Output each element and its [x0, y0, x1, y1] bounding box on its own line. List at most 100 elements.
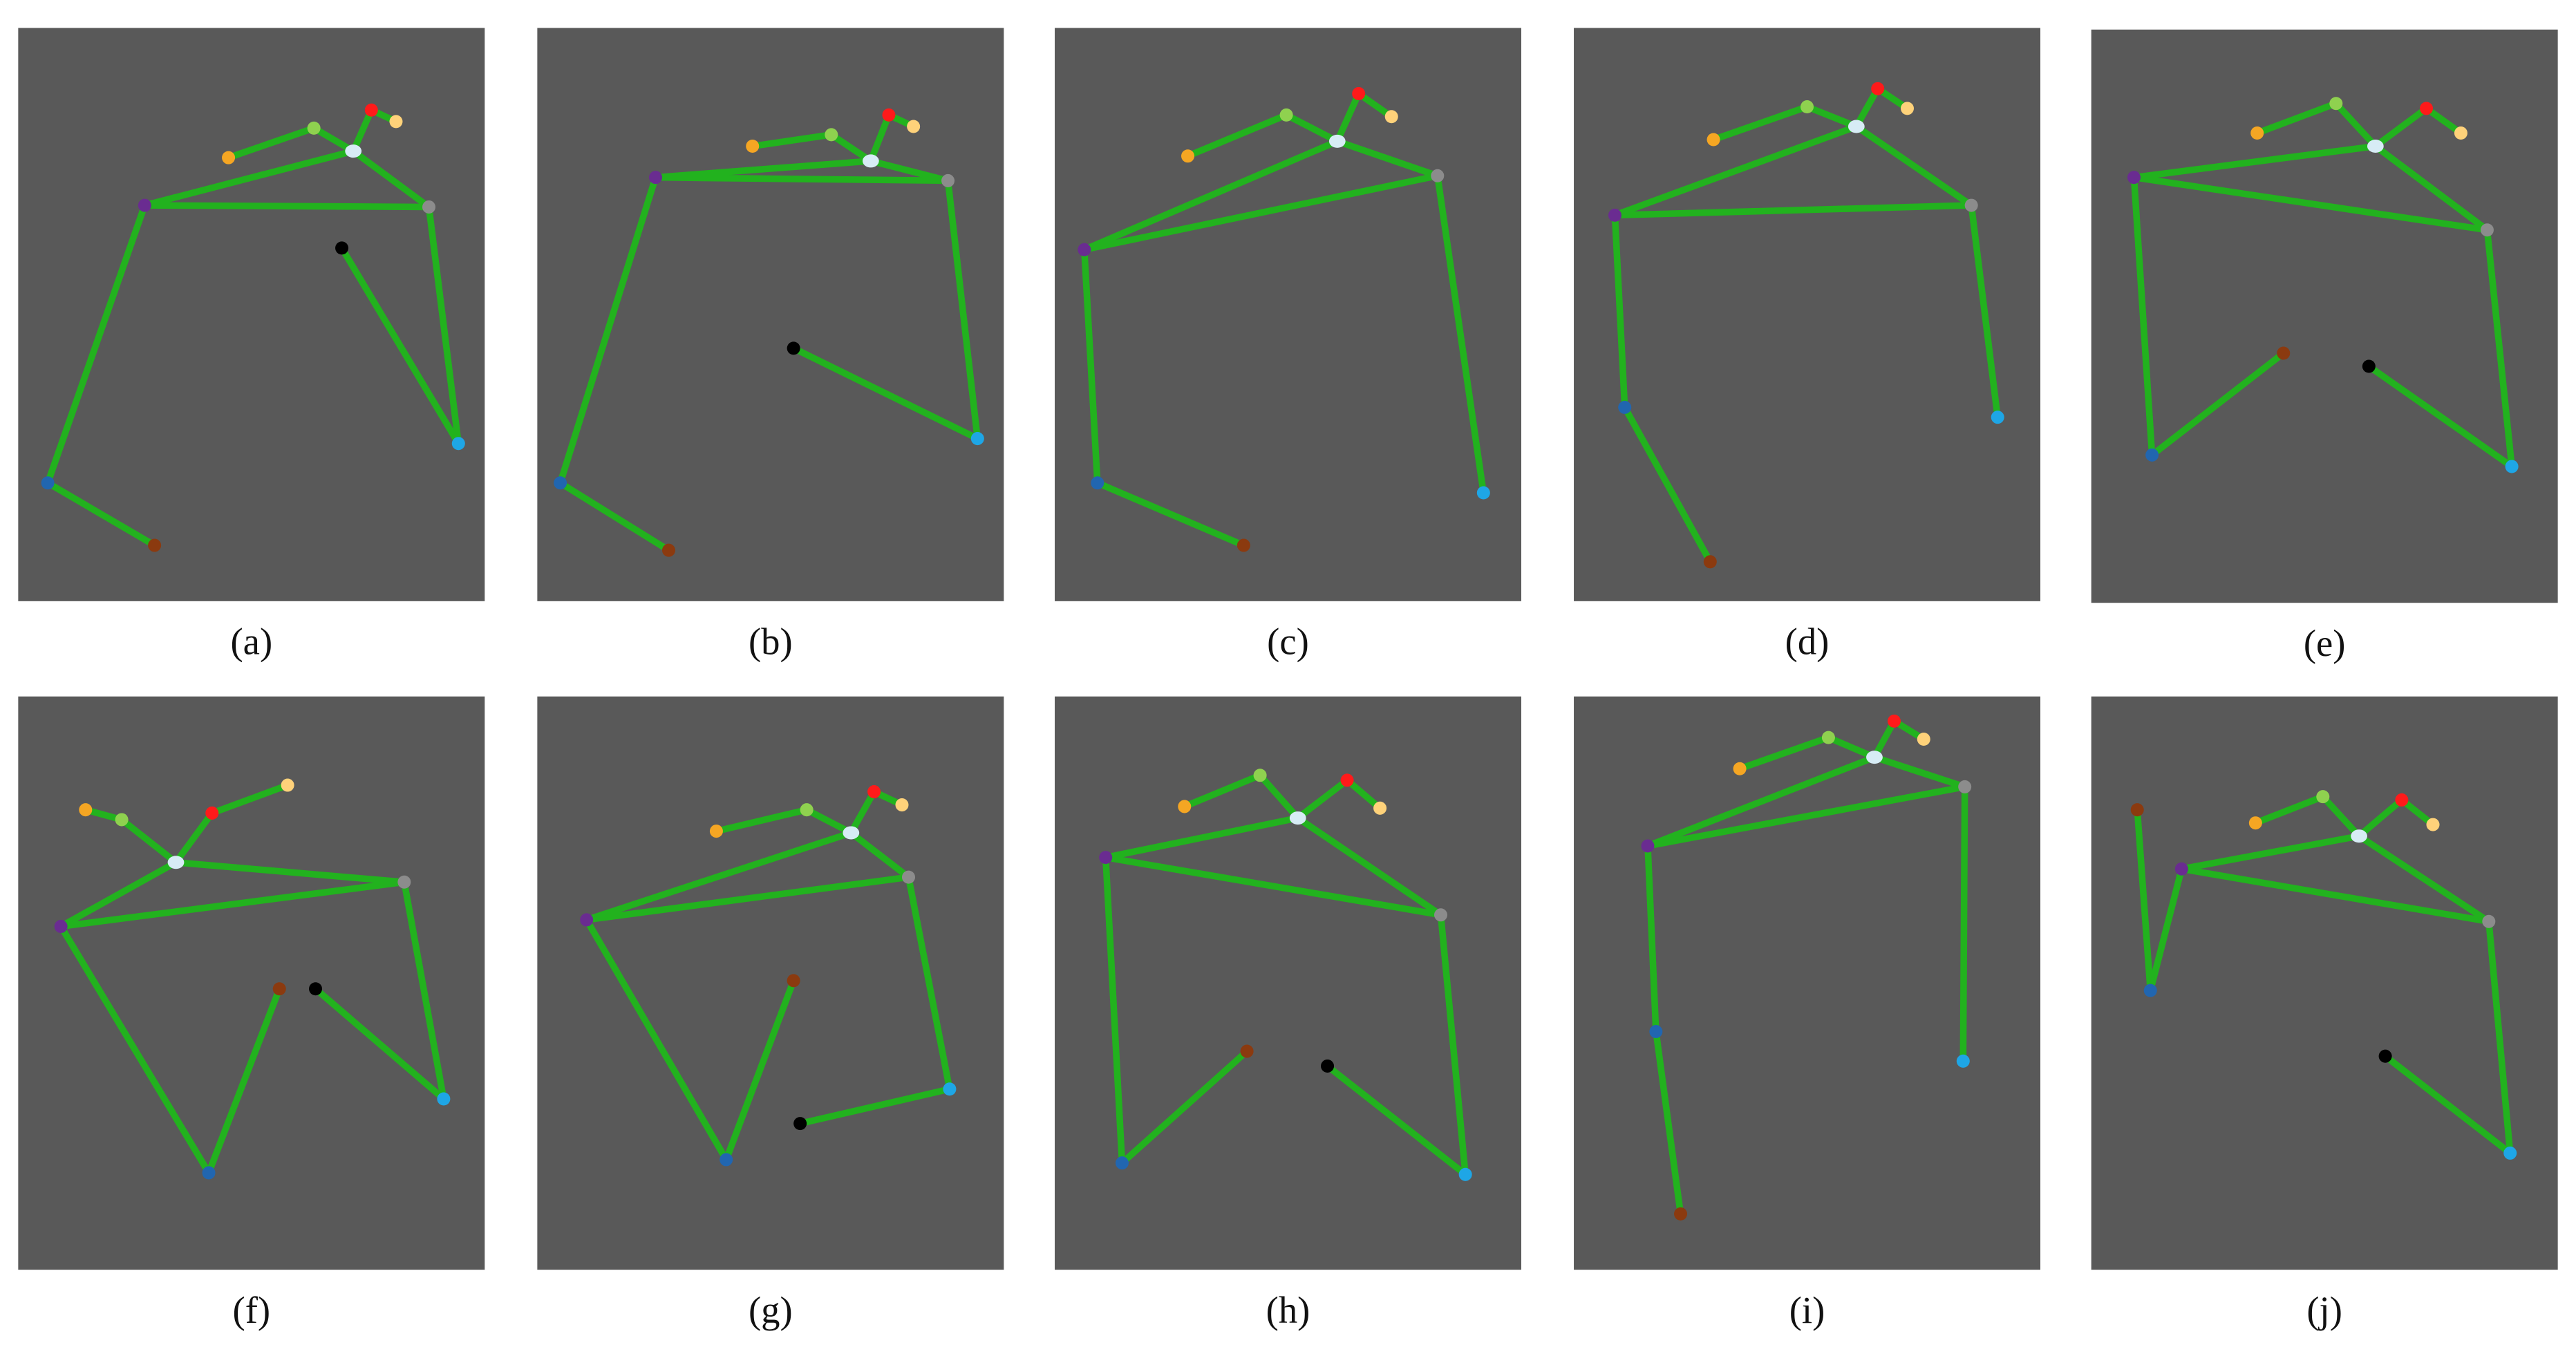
joint	[167, 856, 185, 869]
joint	[867, 785, 881, 799]
bone	[652, 173, 952, 185]
bone	[172, 858, 408, 886]
joint	[2145, 448, 2159, 462]
joint	[580, 913, 594, 927]
bone	[205, 985, 283, 1176]
joint	[1848, 120, 1865, 133]
bone	[1434, 172, 1487, 496]
joint	[281, 778, 294, 792]
bone	[2252, 793, 2326, 827]
joint	[1253, 769, 1267, 782]
joint	[2503, 1146, 2517, 1160]
joint	[115, 813, 129, 827]
joint	[1091, 476, 1104, 490]
bone	[1621, 404, 1714, 565]
bone	[2178, 865, 2492, 925]
caption: (b)	[749, 621, 793, 663]
bone	[1611, 123, 1860, 219]
bone	[847, 829, 912, 881]
joint	[1703, 555, 1717, 569]
bone	[2382, 1053, 2514, 1157]
bone	[1118, 1048, 1250, 1167]
joint	[709, 825, 723, 838]
bone	[2320, 793, 2362, 840]
joint	[2351, 829, 2367, 843]
joint	[825, 128, 838, 142]
bone	[118, 816, 180, 866]
bone	[1644, 783, 1968, 849]
joint	[1099, 851, 1113, 865]
panel	[1055, 28, 1521, 601]
bone	[1295, 814, 1445, 919]
joint	[800, 803, 814, 817]
bone	[1334, 90, 1362, 145]
bone	[583, 916, 730, 1163]
panel	[18, 696, 485, 1270]
joint	[1641, 839, 1655, 853]
bone	[57, 858, 180, 930]
joint	[364, 103, 378, 117]
bone	[2130, 173, 2491, 234]
joint	[720, 1153, 733, 1167]
bone	[790, 345, 981, 442]
bone	[1644, 753, 1878, 849]
joint	[2316, 790, 2330, 804]
joint	[2143, 983, 2157, 997]
joint	[554, 476, 567, 490]
bone	[1184, 111, 1290, 160]
bone	[1644, 842, 1660, 1035]
joint	[1078, 243, 1091, 256]
joint	[1900, 102, 1915, 115]
bone	[1257, 772, 1301, 822]
bone	[1324, 1062, 1469, 1178]
bone	[1295, 777, 1351, 822]
joint	[1608, 208, 1621, 222]
bone	[1710, 103, 1811, 143]
joint	[907, 120, 921, 133]
joint	[1801, 100, 1814, 113]
bone	[583, 829, 855, 923]
caption: (f)	[233, 1289, 271, 1331]
joint	[1871, 82, 1885, 95]
joint	[1649, 1025, 1663, 1039]
joint	[1279, 108, 1293, 122]
bone	[2134, 806, 2154, 994]
bone	[401, 878, 447, 1102]
bone	[556, 479, 673, 554]
bone	[1094, 479, 1248, 549]
joint	[335, 241, 349, 255]
joint	[1476, 486, 1490, 500]
panel	[537, 696, 1004, 1270]
bone	[1355, 90, 1395, 120]
joint	[1821, 731, 1835, 744]
bone	[2130, 142, 2379, 181]
bone	[2365, 363, 2515, 470]
bone	[796, 1085, 953, 1127]
bone	[1611, 202, 1975, 219]
joint	[2250, 126, 2264, 140]
bone	[2333, 100, 2379, 150]
bone	[141, 202, 433, 211]
bone	[2178, 832, 2362, 873]
panel	[1055, 696, 1521, 1270]
bone	[2253, 100, 2340, 137]
joint	[148, 538, 162, 552]
joint	[138, 198, 151, 212]
joint	[1431, 169, 1445, 182]
bone	[1102, 854, 1445, 919]
joint	[1674, 1207, 1688, 1221]
joint	[2482, 914, 2496, 928]
bone	[1853, 123, 1975, 209]
bone	[172, 809, 216, 866]
bone	[1344, 777, 1384, 812]
joint	[2362, 359, 2376, 373]
bone	[1653, 1028, 1684, 1218]
bone	[867, 111, 892, 164]
bone	[583, 874, 912, 923]
joint	[1237, 538, 1250, 552]
joint	[661, 543, 676, 557]
panel	[1574, 28, 2041, 601]
caption: (h)	[1266, 1289, 1310, 1331]
joint	[205, 806, 219, 820]
